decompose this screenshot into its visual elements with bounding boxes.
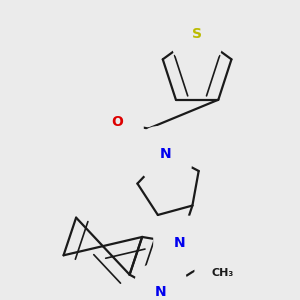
Text: N: N bbox=[174, 236, 186, 250]
Text: S: S bbox=[192, 27, 202, 41]
Text: O: O bbox=[111, 115, 123, 129]
Text: CH₃: CH₃ bbox=[211, 268, 233, 278]
Text: N: N bbox=[155, 285, 167, 299]
Text: N: N bbox=[160, 147, 172, 161]
